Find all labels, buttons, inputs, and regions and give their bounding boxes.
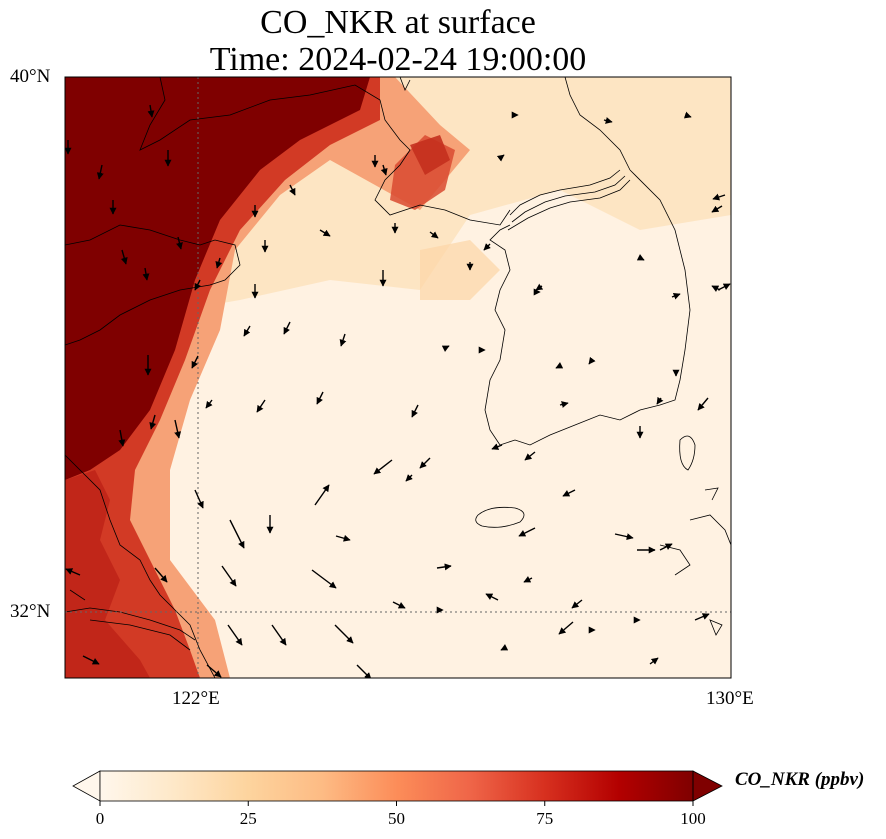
wind-arrow [419,457,431,469]
y-tick-label-32n: 32°N [10,601,51,622]
wind-arrow [82,655,100,665]
wind-arrow [711,285,721,292]
wind-arrow [524,451,536,461]
wind-arrow [118,429,126,447]
wind-arrow [356,664,372,678]
wind-arrow [243,325,251,337]
colorbar-extend-high [692,770,723,802]
x-tick-label-122e: 122°E [172,688,220,709]
wind-arrow [656,396,664,405]
wind-arrow [429,231,439,239]
colorbar-extend-low [72,770,101,802]
colorbar-tick-label: 50 [388,809,405,828]
wind-arrow [571,599,583,609]
wind-arrow [659,543,673,551]
wind-arrow [174,419,182,439]
wind-arrow [712,193,726,201]
wind-arrow [518,527,536,537]
wind-arrow [271,624,287,646]
wind-arrow [491,443,503,450]
wind-arrow [436,563,452,571]
wind-arrow [283,321,291,335]
wind-vectors [65,104,731,678]
wind-arrow [147,104,155,118]
wind-arrow [335,534,351,542]
wind-arrow [588,356,596,365]
wind-arrow [319,229,331,237]
wind-arrow [154,567,168,583]
wind-arrow [339,333,347,347]
wind-arrow [176,236,183,250]
wind-arrow [558,621,574,635]
colorbar-tick-label: 0 [95,809,105,828]
wind-arrow [149,414,157,430]
wind-arrow [559,401,569,408]
wind-arrow [555,362,564,369]
wind-arrow [614,533,634,541]
wind-arrow [671,292,681,300]
wind-arrow [694,613,710,621]
wind-arrow [316,391,324,405]
wind-arrow [96,164,104,180]
wind-arrow [206,664,222,678]
wind-arrow [405,474,413,482]
wind-arrow [717,283,731,291]
wind-arrow [221,565,237,587]
wind-arrow [392,601,406,609]
wind-arrow [441,345,450,352]
x-tick-label-130e: 130°E [706,688,754,709]
wind-arrow [636,254,645,261]
wind-arrow [191,355,199,369]
wind-arrow [142,267,150,281]
wind-arrow [120,249,128,265]
wind-arrow [562,489,576,497]
wind-arrow [697,397,709,411]
wind-arrow [603,117,613,124]
colorbar-tick-label: 100 [680,809,706,828]
map-frame [64,76,732,679]
gridlines [65,77,731,678]
wind-arrow [289,184,296,196]
wind-arrow [65,568,81,576]
wind-arrow [535,283,544,291]
wind-arrow [500,644,509,651]
wind-arrow [711,205,723,213]
wind-arrow [496,154,505,162]
wind-arrow [215,257,223,269]
wind-arrow [205,399,213,409]
wind-arrow [649,657,659,665]
wind-arrow [380,164,388,176]
wind-arrow [314,484,330,506]
coastlines [65,77,731,678]
colorbar-tick-label: 75 [536,809,554,828]
wind-arrow [483,243,491,251]
wind-arrow [227,624,243,646]
map-subtitle-time: Time: 2024-02-24 19:00:00 [209,41,587,78]
wind-arrow [485,593,499,601]
wind-arrow [683,111,692,119]
wind-arrow [311,569,337,589]
map-title: CO_NKR at surface [260,4,536,41]
wind-arrow [256,399,266,413]
wind-arrow [334,624,354,644]
concentration-field [65,77,731,678]
wind-arrow [373,459,393,475]
y-tick-label-40n: 40°N [10,66,51,87]
colorbar-body [100,771,693,801]
colorbar [72,770,723,806]
wind-arrow [194,279,201,291]
colorbar-label: CO_NKR (ppbv) [735,769,865,790]
colorbar-tick-label: 25 [239,809,257,828]
wind-arrow [523,576,533,583]
wind-arrow [229,519,245,549]
wind-arrow [194,489,204,509]
wind-arrow [411,404,419,418]
